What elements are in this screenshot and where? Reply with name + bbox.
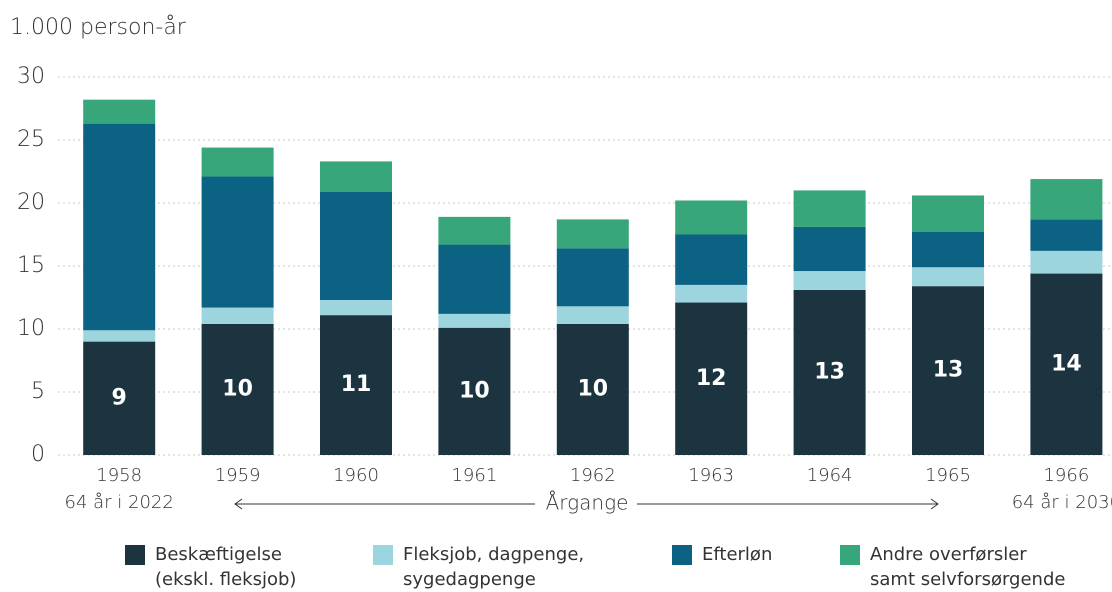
value-label: 14 — [1051, 351, 1082, 376]
x-tick-label: 1958 — [96, 465, 142, 486]
bar-segment — [912, 231, 984, 268]
value-label: 10 — [222, 376, 253, 401]
value-label: 10 — [577, 376, 608, 401]
bar-segment — [83, 123, 156, 331]
x-tick-label: 1966 — [1043, 465, 1089, 486]
y-tick-label: 15 — [17, 253, 45, 278]
bar-segment — [793, 271, 866, 290]
y-tick-label: 25 — [17, 127, 45, 152]
bar-segment — [438, 327, 511, 455]
bar-segment — [793, 226, 866, 272]
x-tick-label: 1961 — [451, 465, 497, 486]
legend-label: Efterløn — [702, 544, 773, 565]
bar-segment — [556, 306, 629, 324]
value-label: 13 — [814, 359, 845, 384]
bar-segment — [201, 323, 274, 455]
bar-segment — [201, 176, 274, 308]
legend-item: Beskæftigelse (ekskl. fleksjob) — [125, 542, 296, 592]
x-tick-label: 1959 — [215, 465, 261, 486]
bar-segment — [438, 313, 511, 328]
bar-segment — [201, 147, 274, 177]
x-axis-label: Årgange — [546, 491, 629, 515]
bar-segment — [912, 286, 984, 455]
bar-segment — [320, 315, 392, 455]
value-label: 13 — [933, 358, 964, 383]
x-tick-label: 1963 — [688, 465, 734, 486]
legend-label: Andre overførsler samt selvforsørgende — [870, 544, 1066, 590]
bar-segment — [1030, 250, 1103, 274]
value-label: 12 — [696, 366, 727, 391]
x-tick-label: 1965 — [925, 465, 971, 486]
y-tick-label: 20 — [17, 190, 45, 215]
bar-segment — [320, 191, 392, 301]
legend-item: Andre overførsler samt selvforsørgende — [840, 542, 1065, 592]
bar-segment — [320, 300, 392, 316]
bar-segment — [675, 284, 748, 303]
bar-segment — [1030, 273, 1103, 455]
bar-segment — [83, 330, 156, 342]
x-tick-label: 1964 — [807, 465, 853, 486]
x-tick-label: 1962 — [570, 465, 616, 486]
x-axis-arrows — [234, 498, 939, 510]
bar-segment — [912, 195, 984, 232]
legend-swatch — [373, 545, 393, 565]
legend-swatch — [672, 545, 692, 565]
legend-item: Fleksjob, dagpenge, sygedagpenge — [373, 542, 584, 592]
y-tick-label: 10 — [17, 316, 45, 341]
legend-label: Beskæftigelse (ekskl. fleksjob) — [155, 544, 297, 590]
legend-swatch — [125, 545, 145, 565]
bar-segment — [320, 161, 392, 192]
bar-segment — [556, 323, 629, 455]
bar-segment — [1030, 219, 1103, 251]
bar-segment — [675, 200, 748, 235]
value-label: 11 — [341, 372, 372, 397]
bar-segment — [675, 234, 748, 285]
y-tick-label: 5 — [31, 379, 45, 404]
legend-swatch — [840, 545, 860, 565]
bar-segment — [675, 302, 748, 455]
x-tick-sublabel: 64 år i 2030 — [1012, 492, 1112, 513]
bar-segment — [912, 267, 984, 287]
value-label: 10 — [459, 378, 490, 403]
bar-segment — [83, 341, 156, 455]
x-tick-sublabel: 64 år i 2022 — [65, 492, 174, 513]
bar-segment — [438, 216, 511, 245]
y-axis-label: 1.000 person-år — [10, 15, 187, 40]
bar-segment — [1030, 179, 1103, 220]
bar-segment — [793, 190, 866, 227]
y-tick-label: 0 — [31, 442, 45, 467]
bar-segment — [438, 244, 511, 314]
bar-segment — [83, 99, 156, 124]
legend-label: Fleksjob, dagpenge, sygedagpenge — [403, 544, 585, 590]
bar-segment — [793, 289, 866, 455]
x-tick-label: 1960 — [333, 465, 379, 486]
bar-segment — [556, 248, 629, 307]
value-label: 9 — [112, 385, 127, 410]
legend-item: Efterløn — [672, 542, 772, 567]
y-tick-label: 30 — [17, 64, 45, 89]
bar-segment — [201, 307, 274, 324]
bar-segment — [556, 219, 629, 249]
